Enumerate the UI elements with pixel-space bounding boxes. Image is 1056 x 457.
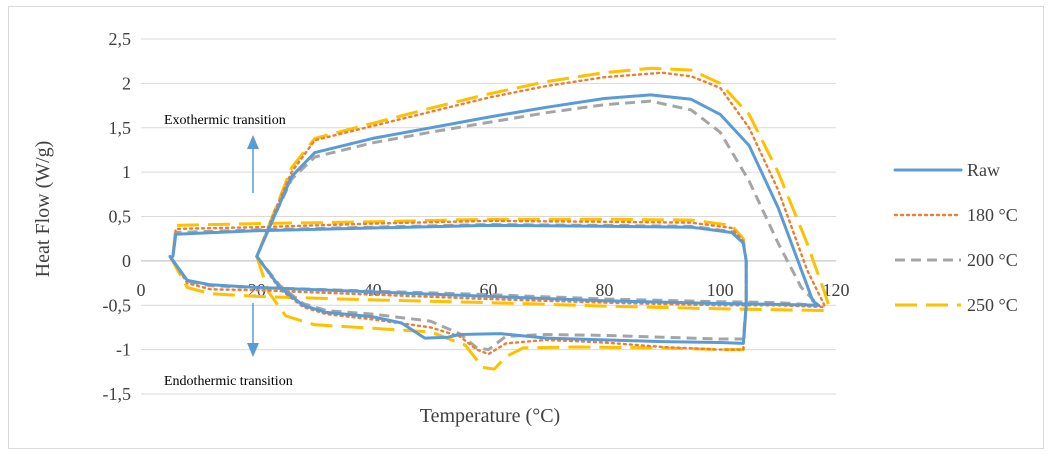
y-tick-label: 1 xyxy=(122,162,131,182)
legend-label: Raw xyxy=(967,160,1000,180)
y-tick-label: -1,5 xyxy=(103,384,132,404)
legend-label: 180 °C xyxy=(967,205,1018,225)
annotations: Exothermic transition Endothermic transi… xyxy=(164,113,293,389)
gridlines xyxy=(141,38,836,395)
y-tick-label: 2,5 xyxy=(109,29,132,49)
y-tick-label: -0,5 xyxy=(103,295,132,315)
x-tick-label: 120 xyxy=(823,280,850,300)
endothermic-label: Endothermic transition xyxy=(164,374,293,389)
y-axis-title: Heat Flow (W/g) xyxy=(32,141,54,278)
endothermic-arrow-head xyxy=(247,343,259,357)
x-tick-label: 0 xyxy=(137,280,146,300)
y-tick-label: 1,5 xyxy=(109,118,132,138)
y-tick-label: 0,5 xyxy=(109,207,132,227)
exothermic-arrow-head xyxy=(247,135,259,149)
series-lines xyxy=(168,66,832,371)
x-axis-title: Temperature (°C) xyxy=(420,405,560,427)
series-line xyxy=(171,223,748,345)
series-line xyxy=(255,99,820,307)
series-line xyxy=(255,93,821,307)
legend: Raw 180 °C 200 °C 250 °C xyxy=(893,160,1018,315)
series-raw xyxy=(168,93,821,345)
series-line xyxy=(171,217,748,371)
series-line xyxy=(168,254,821,307)
x-tick-label: 100 xyxy=(707,280,734,300)
exothermic-label: Exothermic transition xyxy=(164,113,286,128)
series-250-c xyxy=(168,66,832,371)
series-line xyxy=(171,219,748,356)
legend-label: 250 °C xyxy=(967,295,1018,315)
series-line xyxy=(168,255,831,313)
chart-frame: 2,5 2 1,5 1 0,5 0 -0,5 -1 -1,5 0 20 40 60 80 100 120 E… xyxy=(8,6,1044,449)
legend-label: 200 °C xyxy=(967,250,1018,270)
y-tick-labels: 2,5 2 1,5 1 0,5 0 -0,5 -1 -1,5 xyxy=(103,29,132,404)
y-tick-label: -1 xyxy=(116,340,131,360)
series-line xyxy=(255,66,832,311)
y-tick-label: 2 xyxy=(122,73,131,93)
series-line xyxy=(255,71,826,307)
x-tick-label: 80 xyxy=(595,280,613,300)
chart-svg: 2,521,510,50-0,5-1-1,5 0 20 40 60 80 100 120 E… xyxy=(32,29,1018,427)
y-tick-label: 0 xyxy=(122,251,131,271)
